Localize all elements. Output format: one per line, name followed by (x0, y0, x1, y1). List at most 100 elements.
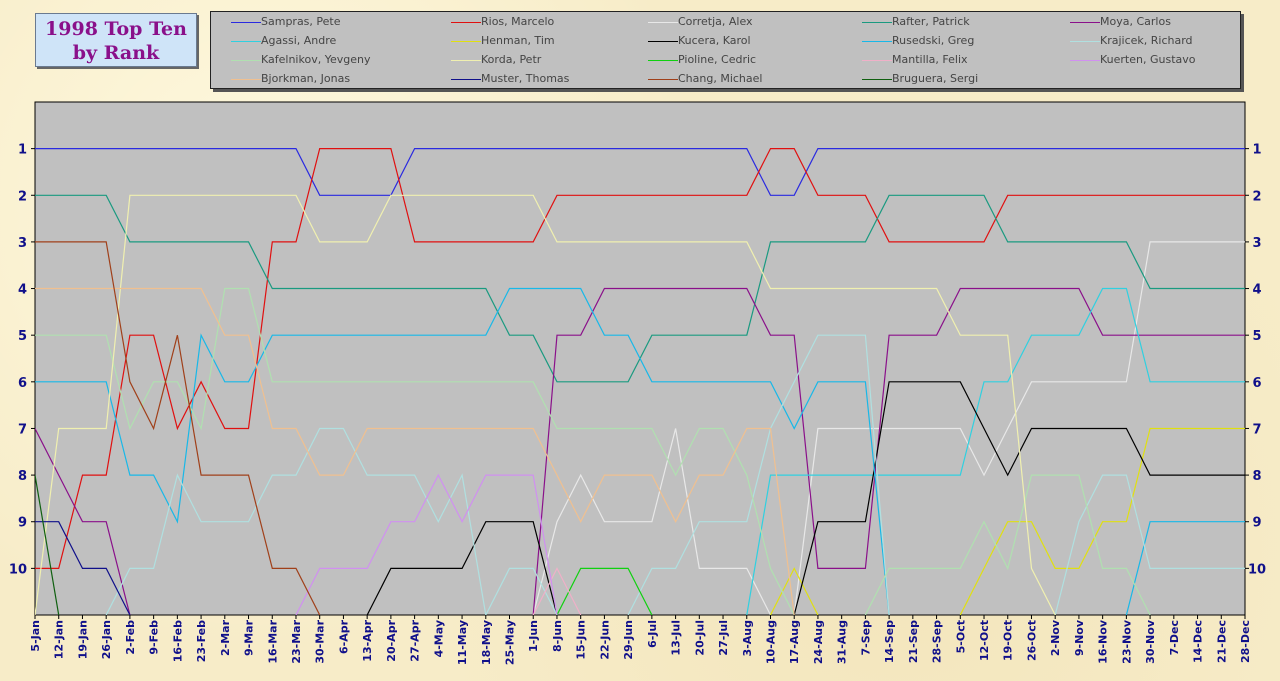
legend-label: Bruguera, Sergi (892, 72, 979, 85)
x-tick-label: 8-Jun (551, 620, 564, 652)
x-tick-label: 31-Aug (836, 620, 849, 664)
legend-label: Rios, Marcelo (481, 15, 555, 28)
legend-label: Kafelnikov, Yevgeny (261, 53, 371, 66)
y-tick-right: 6 (1252, 376, 1261, 391)
x-tick-label: 7-Dec (1168, 620, 1181, 655)
x-tick-label: 26-Jan (100, 620, 113, 659)
series-line-4 (532, 287, 1245, 615)
x-tick-label: 1-Jun (527, 620, 540, 652)
legend-label: Agassi, Andre (261, 34, 337, 47)
x-tick-label: 21-Sep (907, 620, 920, 663)
legend-swatch (231, 60, 261, 61)
x-tick-label: 27-Jul (717, 620, 730, 656)
series-line-10 (864, 474, 1151, 615)
x-tick-label: 7-Sep (859, 620, 872, 656)
chart-title-line-1: 1998 Top Ten (45, 18, 187, 40)
x-tick-label: 26-Oct (1025, 620, 1038, 661)
legend-swatch (1070, 60, 1100, 61)
y-tick-left: 4 (18, 283, 27, 298)
series-line-11 (35, 194, 1056, 615)
legend-swatch (862, 79, 892, 80)
x-tick-label: 19-Oct (1002, 620, 1015, 661)
legend-label: Sampras, Pete (261, 15, 341, 28)
x-tick-label: 5-Jan (29, 620, 42, 652)
legend-swatch (862, 41, 892, 42)
legend-swatch (451, 60, 481, 61)
x-tick-label: 23-Mar (290, 619, 303, 663)
series-line-6 (959, 427, 1245, 615)
legend-label: Moya, Carlos (1100, 15, 1171, 28)
x-tick-label: 17-Aug (788, 620, 801, 664)
legend-label: Muster, Thomas (481, 72, 570, 85)
x-tick-label: 18-May (480, 620, 493, 665)
y-tick-right: 8 (1252, 469, 1261, 484)
series-line-10 (35, 287, 795, 615)
x-tick-label: 11-May (456, 620, 469, 665)
series-line-18 (35, 474, 60, 615)
legend-swatch (451, 41, 481, 42)
y-tick-right: 5 (1252, 329, 1261, 344)
legend-swatch (648, 79, 678, 80)
legend-swatch (1070, 41, 1100, 42)
series-group (35, 148, 1245, 615)
y-tick-right: 1 (1252, 143, 1261, 158)
x-tick-label: 13-Apr (361, 619, 374, 661)
series-line-16 (35, 521, 131, 615)
x-tick-label: 2-Nov (1049, 619, 1062, 656)
legend-label: Henman, Tim (481, 34, 555, 47)
y-tick-left: 5 (18, 329, 27, 344)
y-tick-left: 6 (18, 376, 27, 391)
x-tick-label: 22-Jun (598, 620, 611, 660)
x-tick-label: 12-Jan (53, 620, 66, 659)
x-tick-label: 24-Aug (812, 620, 825, 664)
x-tick-label: 9-Nov (1073, 619, 1086, 656)
x-tick-label: 20-Jul (693, 620, 706, 656)
x-tick-label: 12-Oct (978, 620, 991, 661)
y-tick-right: 3 (1252, 236, 1261, 251)
series-line-5 (746, 287, 1245, 615)
x-tick-label: 14-Sep (883, 620, 896, 663)
legend-label: Corretja, Alex (678, 15, 753, 28)
x-tick-label: 6-Apr (337, 619, 350, 654)
y-tick-left: 3 (18, 236, 27, 251)
legend-swatch (648, 22, 678, 23)
x-tick-label: 13-Jul (670, 620, 683, 656)
x-tick-label: 23-Feb (195, 620, 208, 662)
y-tick-right: 9 (1252, 516, 1261, 531)
legend: Sampras, Pete Rios, Marcelo Corretja, Alex… (210, 11, 1241, 89)
x-tick-label: 16-Mar (266, 619, 279, 663)
legend-label: Mantilla, Felix (892, 53, 968, 66)
x-tick-label: 14-Dec (1192, 620, 1205, 663)
y-tick-left: 2 (18, 189, 27, 204)
legend-label: Rafter, Patrick (892, 15, 970, 28)
x-tick-label: 28-Dec (1239, 620, 1252, 663)
legend-swatch (231, 79, 261, 80)
series-line-8 (1125, 521, 1245, 615)
series-line-7 (366, 521, 558, 615)
series-line-9 (105, 427, 487, 615)
chart-title-box: 1998 Top Ten by Rank (35, 13, 197, 67)
y-tick-left: 9 (18, 516, 27, 531)
x-tick-label: 3-Aug (741, 620, 754, 656)
x-tick-label: 21-Dec (1215, 620, 1228, 663)
chart-title-line-2: by Rank (72, 42, 160, 64)
x-tick-label: 2-Feb (124, 620, 137, 655)
y-tick-right: 10 (1248, 562, 1266, 577)
x-tick-label: 30-Nov (1144, 619, 1157, 664)
legend-swatch (862, 22, 892, 23)
legend-swatch (231, 41, 261, 42)
series-line-0 (35, 148, 1245, 196)
legend-label: Chang, Michael (678, 72, 763, 85)
y-tick-left: 7 (18, 422, 27, 437)
x-tick-label: 6-Jul (646, 620, 659, 648)
x-tick-label: 4-May (432, 620, 445, 657)
series-line-2 (793, 241, 1245, 615)
series-line-1 (35, 148, 1245, 570)
x-tick-label: 16-Nov (1097, 619, 1110, 664)
series-line-9 (627, 334, 890, 615)
legend-swatch (1070, 22, 1100, 23)
x-tick-label: 23-Nov (1120, 619, 1133, 664)
x-tick-label: 9-Feb (148, 620, 161, 655)
y-tick-left: 1 (18, 143, 27, 158)
y-tick-left: 10 (9, 562, 27, 577)
